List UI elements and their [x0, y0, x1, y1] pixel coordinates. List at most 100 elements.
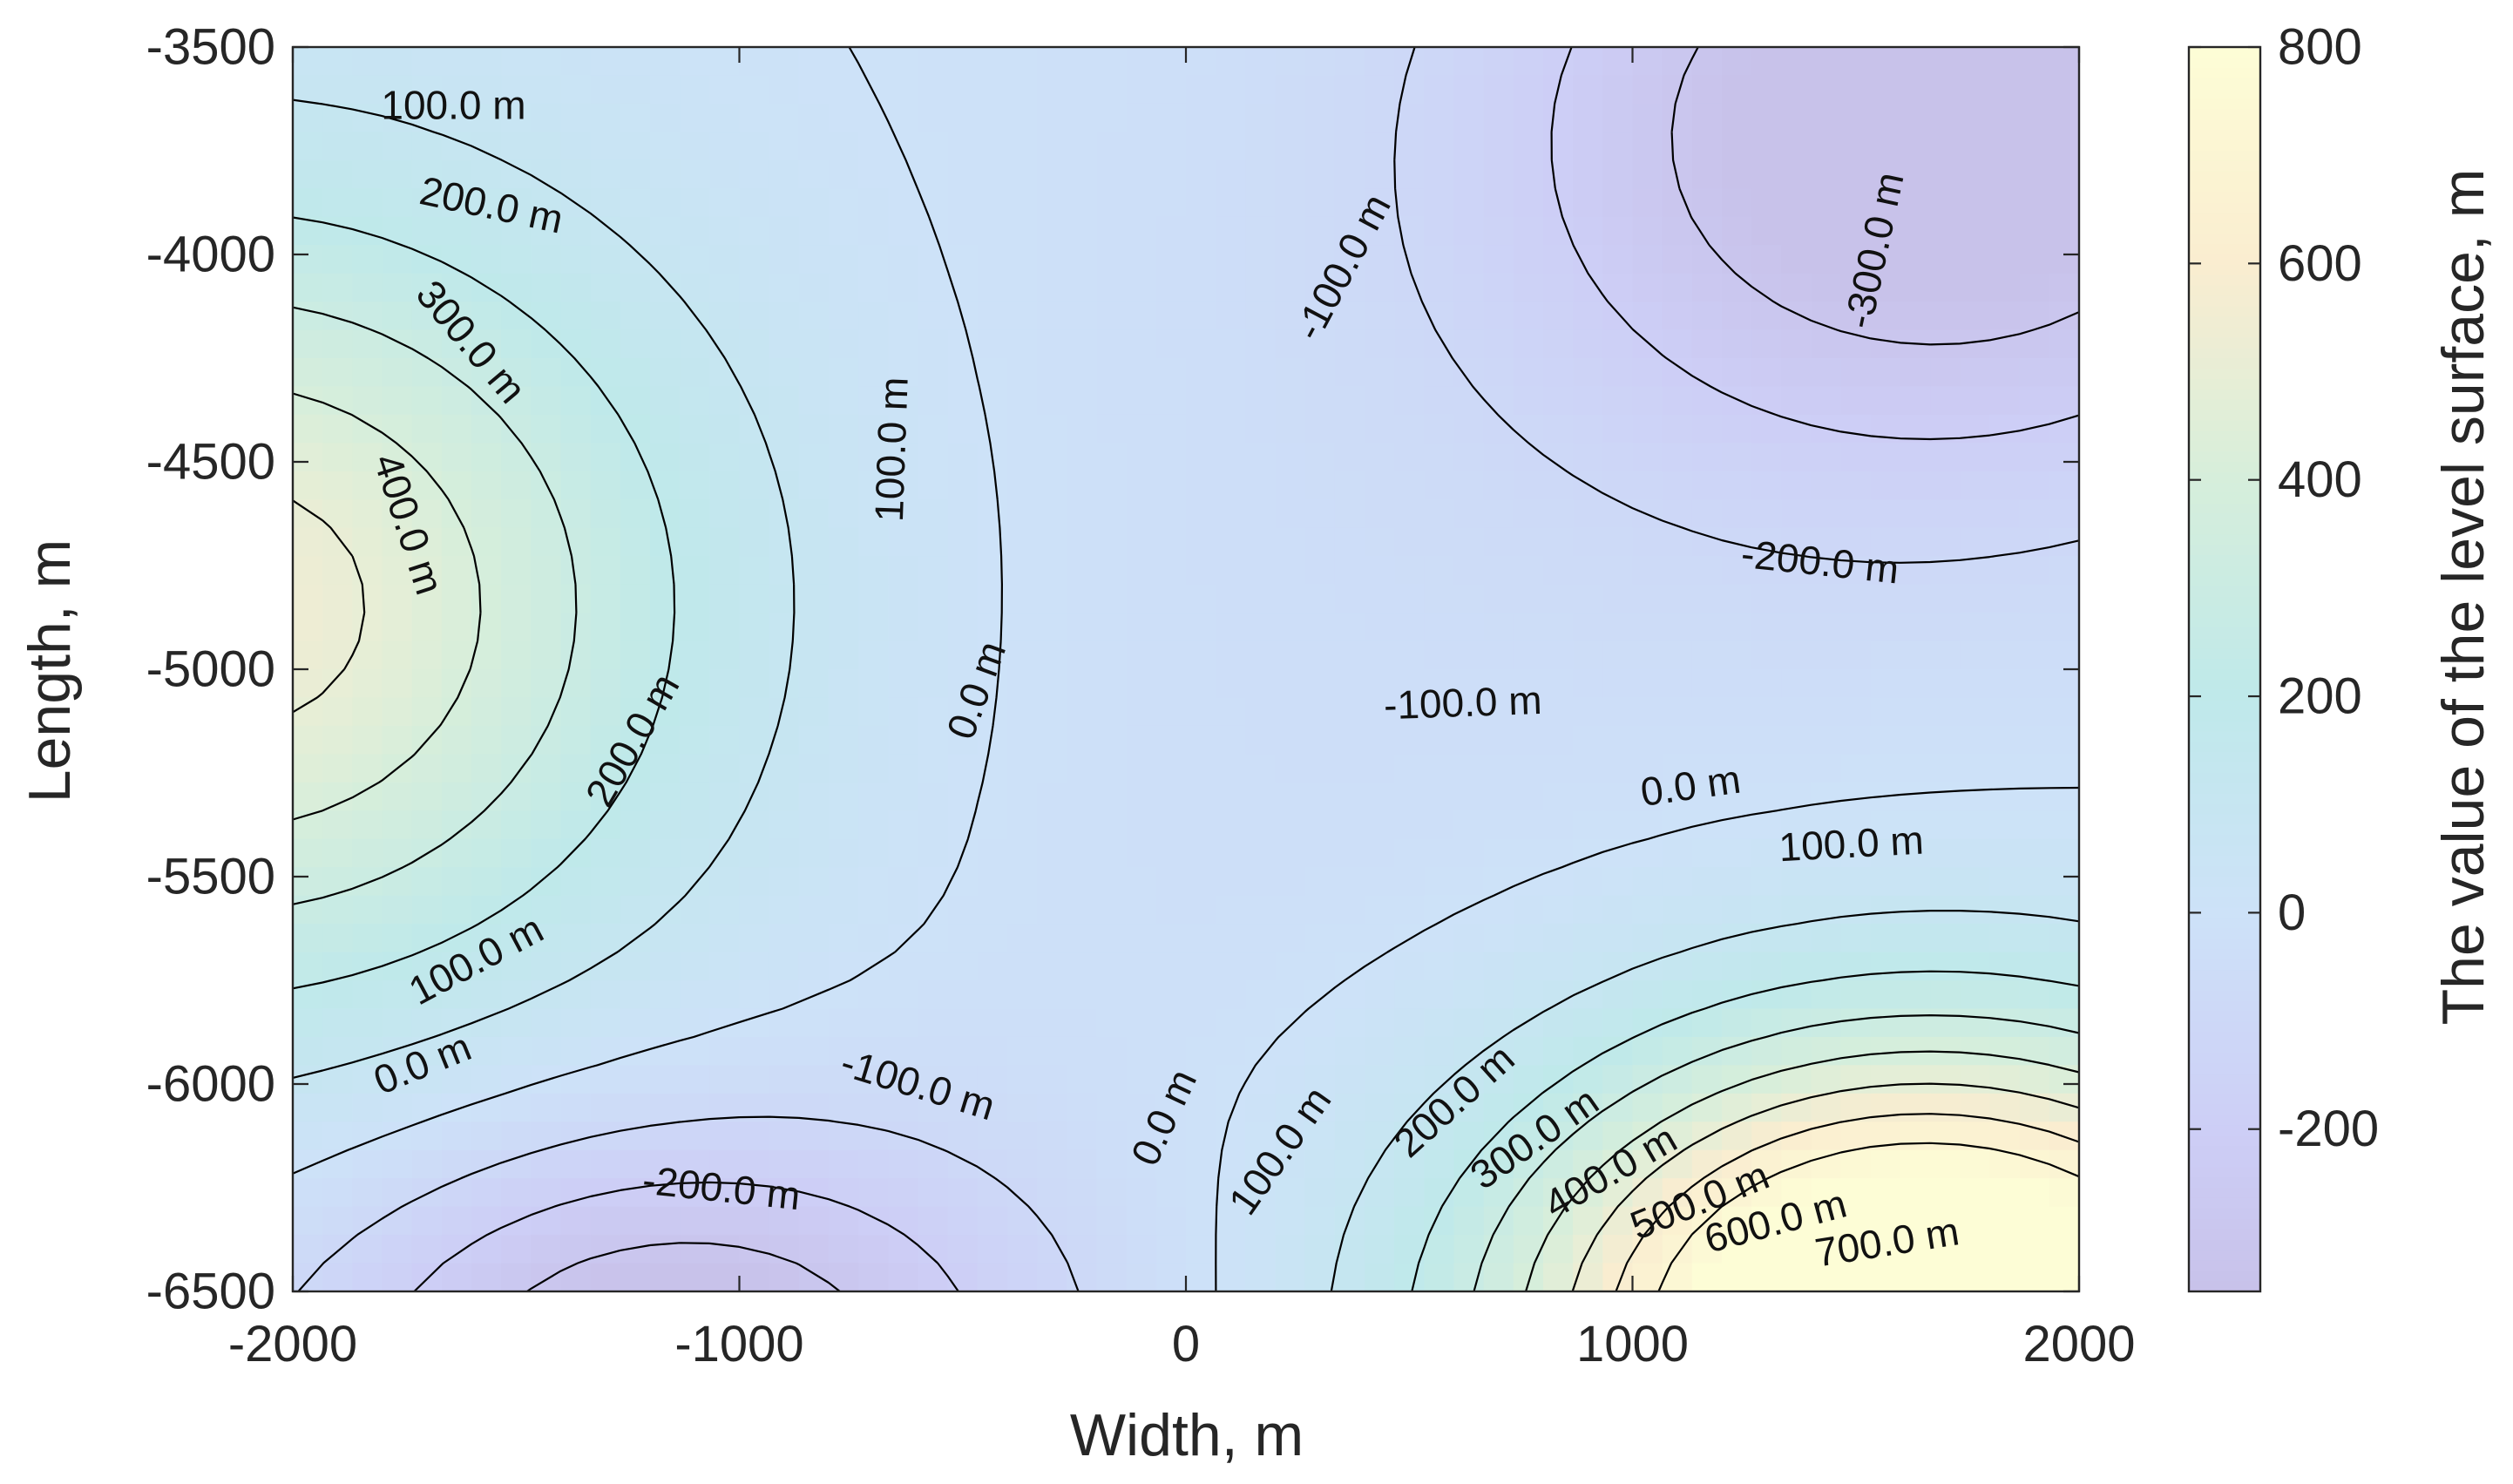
- contour-fill-cell: [918, 527, 949, 558]
- contour-fill-cell: [798, 245, 830, 274]
- contour-fill-cell: [501, 838, 532, 869]
- contour-fill-cell: [829, 1263, 860, 1292]
- contour-fill-cell: [1960, 386, 1991, 416]
- contour-fill-cell: [1573, 810, 1604, 840]
- contour-fill-cell: [1275, 159, 1306, 190]
- contour-fill-cell: [1365, 867, 1396, 897]
- contour-fill-cell: [1275, 1235, 1306, 1264]
- contour-fill-cell: [769, 527, 800, 558]
- contour-fill-cell: [1870, 1178, 1901, 1208]
- contour-fill-cell: [888, 273, 919, 302]
- contour-fill-cell: [680, 697, 711, 727]
- contour-fill-cell: [1126, 245, 1157, 274]
- contour-fill-cell: [1424, 782, 1455, 812]
- contour-fill-cell: [1037, 754, 1068, 783]
- contour-fill-cell: [1483, 103, 1514, 133]
- contour-fill-cell: [1394, 669, 1426, 699]
- contour-fill-cell: [1989, 386, 2021, 416]
- contour-fill-cell: [1840, 188, 1872, 218]
- contour-fill-cell: [888, 924, 919, 953]
- contour-fill-cell: [1602, 924, 1634, 953]
- contour-fill-cell: [918, 584, 949, 613]
- contour-fill-cell: [739, 924, 770, 953]
- contour-fill-cell: [1573, 1206, 1604, 1236]
- contour-fill-cell: [1543, 1093, 1575, 1123]
- contour-fill-cell: [1781, 75, 1812, 105]
- contour-fill-cell: [382, 471, 413, 501]
- contour-fill-cell: [1453, 1008, 1485, 1038]
- contour-fill-cell: [947, 1178, 979, 1208]
- contour-fill-cell: [1722, 159, 1753, 190]
- contour-fill-cell: [680, 499, 711, 529]
- contour-fill-cell: [1751, 556, 1783, 586]
- contour-fill-cell: [798, 358, 830, 388]
- colorbar-segment: [2189, 462, 2260, 473]
- contour-fill-cell: [1513, 103, 1544, 133]
- contour-fill-cell: [1840, 924, 1872, 953]
- contour-fill-cell: [1453, 754, 1485, 783]
- contour-fill-cell: [1245, 329, 1277, 359]
- contour-fill-cell: [1543, 159, 1575, 190]
- contour-fill-cell: [1691, 132, 1723, 161]
- contour-fill-cell: [888, 1178, 919, 1208]
- contour-fill-cell: [501, 725, 532, 756]
- contour-fill-cell: [1662, 640, 1693, 670]
- contour-fill-cell: [1216, 245, 1247, 274]
- contour-fill-cell: [1483, 754, 1514, 783]
- contour-fill-cell: [1662, 669, 1693, 699]
- contour-fill-cell: [352, 159, 383, 190]
- contour-fill-cell: [1840, 669, 1872, 699]
- colorbar-segment: [2189, 358, 2260, 369]
- contour-fill-cell: [1304, 159, 1336, 190]
- contour-fill-cell: [1930, 725, 1961, 756]
- contour-fill-cell: [918, 273, 949, 302]
- contour-fill-cell: [918, 1178, 949, 1208]
- contour-fill-cell: [1930, 188, 1961, 218]
- contour-fill-cell: [1424, 1036, 1455, 1067]
- contour-fill-cell: [1602, 132, 1634, 161]
- contour-fill-cell: [620, 613, 651, 642]
- contour-fill-cell: [1930, 810, 1961, 840]
- contour-fill-cell: [1275, 640, 1306, 670]
- contour-fill-cell: [620, 980, 651, 1010]
- contour-fill-cell: [411, 952, 443, 981]
- contour-fill-cell: [1989, 75, 2021, 105]
- contour-fill-cell: [590, 329, 621, 359]
- contour-fill-cell: [739, 952, 770, 981]
- contour-fill-cell: [471, 159, 503, 190]
- contour-fill-cell: [1840, 640, 1872, 670]
- contour-fill-cell: [1483, 980, 1514, 1010]
- contour-fill-cell: [1216, 443, 1247, 472]
- contour-fill-cell: [1245, 1036, 1277, 1067]
- contour-fill-cell: [1662, 527, 1693, 558]
- contour-fill-cell: [1037, 471, 1068, 501]
- colorbar-tick-label: 600: [2278, 235, 2362, 292]
- contour-fill-cell: [411, 1008, 443, 1038]
- contour-fill-cell: [1037, 782, 1068, 812]
- contour-fill-cell: [1037, 1008, 1068, 1038]
- contour-fill-cell: [1811, 1065, 1842, 1094]
- contour-fill-cell: [1216, 838, 1247, 869]
- contour-fill-cell: [1096, 1235, 1128, 1264]
- contour-fill-cell: [1930, 103, 1961, 133]
- contour-fill-cell: [1037, 1178, 1068, 1208]
- contour-fill-cell: [501, 1235, 532, 1264]
- colorbar-segment: [2189, 1197, 2260, 1210]
- contour-fill-cell: [650, 867, 681, 897]
- contour-fill-cell: [1900, 640, 1932, 670]
- contour-fill-cell: [739, 103, 770, 133]
- contour-fill-cell: [1155, 103, 1187, 133]
- contour-fill-cell: [1334, 75, 1365, 105]
- contour-fill-cell: [1781, 725, 1812, 756]
- colorbar-segment: [2189, 928, 2260, 940]
- contour-fill-cell: [1870, 669, 1901, 699]
- contour-fill-cell: [1632, 1121, 1663, 1151]
- contour-fill-cell: [382, 584, 413, 613]
- contour-fill-cell: [620, 867, 651, 897]
- contour-fill-cell: [947, 159, 979, 190]
- contour-fill-cell: [1037, 159, 1068, 190]
- contour-fill-cell: [1334, 471, 1365, 501]
- colorbar-segment: [2189, 679, 2260, 691]
- contour-fill-cell: [858, 1093, 890, 1123]
- contour-fill-cell: [1989, 216, 2021, 247]
